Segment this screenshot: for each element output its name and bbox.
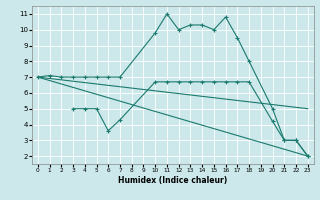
- X-axis label: Humidex (Indice chaleur): Humidex (Indice chaleur): [118, 176, 228, 185]
